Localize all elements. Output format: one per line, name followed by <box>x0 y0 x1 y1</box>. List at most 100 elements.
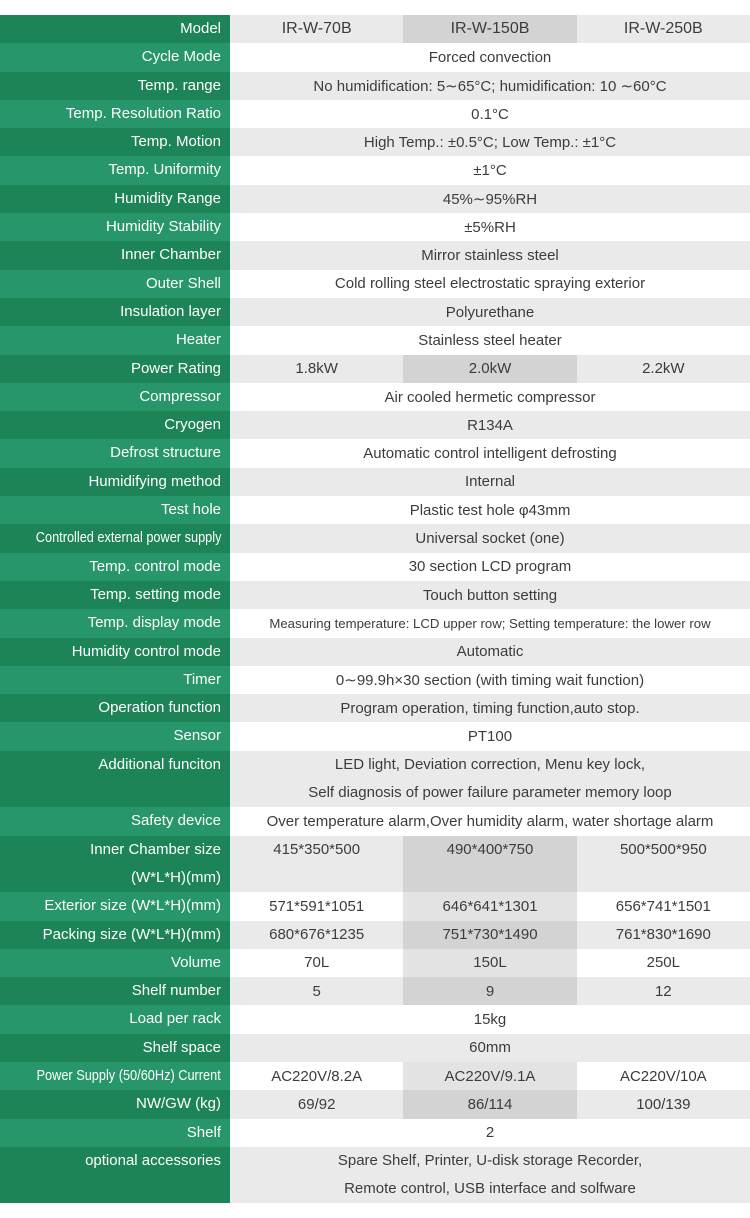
spec-row: Humidity control mode Automatic <box>0 637 750 666</box>
row-label: Temp. Uniformity <box>0 156 230 185</box>
row-label-text: Sensor <box>173 727 221 745</box>
value-text: 100/139 <box>636 1095 691 1113</box>
value-text: AC220V/9.1A <box>444 1067 536 1085</box>
value-cell-merged: 2 <box>230 1119 750 1147</box>
value-text: 761*830*1690 <box>615 926 711 944</box>
row-label-text: Power Rating <box>130 359 221 377</box>
value-text: IR-W-150B <box>450 20 530 38</box>
row-label-text: Temp. setting mode <box>90 585 221 603</box>
value-cell-merged: ±5%RH <box>230 213 750 241</box>
value-text: No humidification: 5∼65°C; humidificatio… <box>313 77 667 95</box>
value-text: AC220V/10A <box>619 1067 707 1085</box>
spec-row: Shelf number 5 9 12 <box>0 977 750 1006</box>
value-text: 490*400*750 <box>446 840 534 858</box>
row-label: Controlled external power supply <box>0 524 230 553</box>
row-values: High Temp.: ±0.5°C; Low Temp.: ±1°C <box>230 128 750 157</box>
row-values: Forced convection <box>230 43 750 72</box>
spec-row: Defrost structure Automatic control intel… <box>0 439 750 468</box>
spec-row: Inner Chamber size (W*L*H)(mm) 415*350*500… <box>0 835 750 893</box>
spec-row: Humidity Range 45%∼95%RH <box>0 184 750 214</box>
row-label-text: Load per rack <box>129 1010 221 1028</box>
row-label: Temp. range <box>0 71 230 100</box>
spec-row: Model IR-W-70B IR-W-150B IR-W-250B <box>0 15 750 44</box>
value-text: Cold rolling steel electrostatic sprayin… <box>334 275 646 293</box>
row-label-text: Humidity Stability <box>105 218 221 236</box>
row-label: Operation function <box>0 694 230 723</box>
row-values: Automatic control intelligent defrosting <box>230 439 750 468</box>
value-text: Forced convection <box>428 48 552 66</box>
spec-row: NW/GW (kg) 69/92 86/114 100/139 <box>0 1090 750 1119</box>
row-label: Temp. Motion <box>0 128 230 157</box>
spec-row: Shelf space 60mm <box>0 1033 750 1062</box>
value-cell-merged: Touch button setting <box>230 581 750 609</box>
spec-row: Controlled external power supply Universa… <box>0 524 750 553</box>
spec-row: Inner Chamber Mirror stainless steel <box>0 241 750 270</box>
value-cell-col1: 571*591*1051 <box>230 892 403 920</box>
value-text: ±5%RH <box>464 218 516 236</box>
row-values: 70L 150L 250L <box>230 948 750 978</box>
row-values: Air cooled hermetic compressor <box>230 382 750 412</box>
row-label-text: Compressor <box>139 387 221 405</box>
value-cell-merged: Automatic control intelligent defrosting <box>230 439 750 467</box>
spec-row: Humidity Stability ±5%RH <box>0 213 750 242</box>
row-label-text: Humidity control mode <box>71 642 221 660</box>
value-cell-merged: 60mm <box>230 1034 750 1062</box>
value-cell-merged: 45%∼95%RH <box>230 185 750 213</box>
row-values: Polyurethane <box>230 297 750 327</box>
row-label: NW/GW (kg) <box>0 1090 230 1119</box>
value-cell-col1: 5 <box>230 977 403 1005</box>
row-label: Humidifying method <box>0 467 230 497</box>
row-values: 680*676*1235 751*730*1490 761*830*1690 <box>230 920 750 949</box>
row-label: Temp. setting mode <box>0 580 230 610</box>
value-text-line: Self diagnosis of power failure paramete… <box>308 784 672 802</box>
value-text-line: Remote control, USB interface and solfwa… <box>344 1180 636 1198</box>
spec-row: Exterior size (W*L*H)(mm) 571*591*1051 646… <box>0 892 750 921</box>
row-label: Temp. display mode <box>0 609 230 638</box>
row-label-text: Temp. control mode <box>89 557 221 575</box>
value-text: 86/114 <box>467 1095 513 1113</box>
row-label: Power Rating <box>0 354 230 383</box>
value-cell-merged: R134A <box>230 411 750 439</box>
row-values: 69/92 86/114 100/139 <box>230 1090 750 1119</box>
value-text: 0.1°C <box>471 105 509 123</box>
row-values: Cold rolling steel electrostatic sprayin… <box>230 269 750 298</box>
row-label-text: Volume <box>170 953 221 971</box>
value-cell-col2: 490*400*750 <box>403 835 577 893</box>
row-values: Program operation, timing function,auto … <box>230 694 750 723</box>
row-label: Packing size (W*L*H)(mm) <box>0 920 230 949</box>
value-cell-col2: 9 <box>403 977 577 1006</box>
row-label-text: Timer <box>183 670 221 688</box>
value-cell-col3: 656*741*1501 <box>577 892 750 920</box>
spec-row: Operation function Program operation, tim… <box>0 694 750 723</box>
row-label-text: Shelf space <box>142 1038 221 1056</box>
row-values: 2 <box>230 1118 750 1147</box>
row-values: ±1°C <box>230 156 750 185</box>
value-text: PT100 <box>467 728 513 746</box>
row-label-text: Heater <box>175 331 221 349</box>
value-cell-col1: 1.8kW <box>230 355 403 383</box>
row-values: Over temperature alarm,Over humidity ala… <box>230 807 750 836</box>
value-text: 60mm <box>469 1039 511 1057</box>
value-text: 5 <box>312 982 321 1000</box>
row-label: Defrost structure <box>0 439 230 468</box>
value-text: 2.0kW <box>468 360 512 378</box>
row-values: 30 section LCD program <box>230 552 750 581</box>
value-text: 45%∼95%RH <box>442 190 538 208</box>
value-text: R134A <box>467 416 513 434</box>
row-label-text: NW/GW (kg) <box>136 1095 221 1113</box>
row-label-text: Inner Chamber size <box>90 840 221 858</box>
value-cell-merged: 30 section LCD program <box>230 553 750 581</box>
row-values: Stainless steel heater <box>230 326 750 355</box>
row-label: Humidity control mode <box>0 637 230 666</box>
row-values: 0.1°C <box>230 99 750 129</box>
value-text: High Temp.: ±0.5°C; Low Temp.: ±1°C <box>363 133 617 151</box>
row-label-text: Temp. Uniformity <box>108 161 221 179</box>
row-label: Power Supply (50/60Hz) Current <box>0 1061 230 1091</box>
value-cell-merged: ±1°C <box>230 156 750 184</box>
row-label-text: Outer Shell <box>145 274 221 292</box>
value-text: 250L <box>646 954 680 972</box>
value-text: Polyurethane <box>445 303 535 321</box>
spec-row: Temp. range No humidification: 5∼65°C; hu… <box>0 71 750 100</box>
row-label: Timer <box>0 665 230 695</box>
row-values: Internal <box>230 467 750 497</box>
